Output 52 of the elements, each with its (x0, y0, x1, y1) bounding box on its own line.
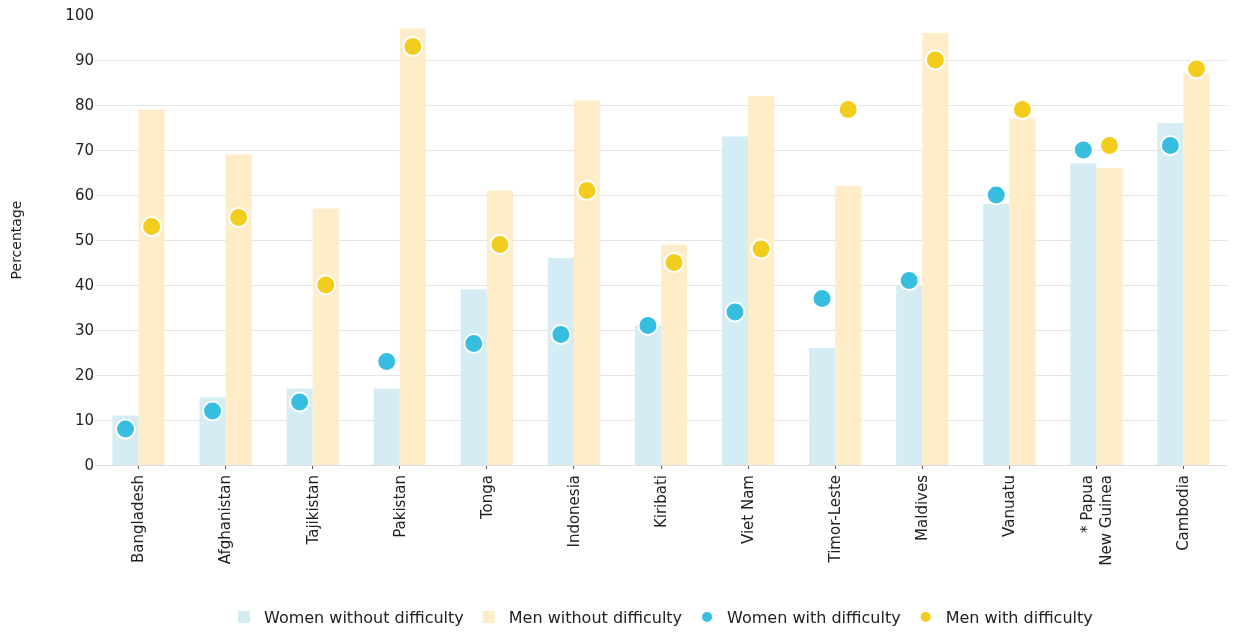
bar (835, 186, 862, 465)
legend-label: Women with difficulty (727, 608, 901, 628)
bar (573, 100, 601, 465)
x-tick-label: Tajikistan (303, 475, 322, 546)
bar (983, 204, 1010, 465)
y-tick-label: 80 (74, 96, 94, 115)
bar (896, 285, 923, 465)
y-tick-label: 70 (74, 141, 94, 160)
y-tick-label: 90 (74, 51, 94, 70)
bar (138, 109, 165, 465)
bar (1070, 163, 1097, 465)
bar (1009, 118, 1036, 465)
bar (486, 190, 513, 465)
bar (748, 96, 775, 465)
x-tick-label: Afghanistan (216, 475, 235, 565)
y-axis-title: Percentage (7, 200, 24, 280)
y-tick-label: 30 (74, 321, 94, 340)
bar (809, 348, 836, 465)
legend-label: Men with difficulty (945, 608, 1093, 628)
x-tick-label: Viet Nam (738, 475, 757, 545)
bar (721, 136, 749, 465)
bar (225, 154, 252, 465)
legend-label: Women without difficulty (264, 608, 464, 628)
y-tick-label: 60 (74, 186, 94, 205)
bar (1096, 168, 1123, 465)
x-tick-label: Kiribati (651, 475, 670, 529)
bar (922, 33, 949, 465)
x-tick-label: Timor-Leste (826, 475, 845, 564)
x-tick-label: Cambodia (1174, 475, 1193, 551)
y-tick-label: 0 (84, 456, 94, 475)
y-tick-label: 100 (65, 6, 94, 25)
y-tick-label: 10 (74, 411, 94, 430)
x-tick-label: Vanuatu (1000, 475, 1019, 537)
y-tick-label: 50 (74, 231, 94, 250)
bar (661, 244, 688, 465)
bar (373, 388, 400, 465)
x-tick-label: Maldives (913, 474, 932, 541)
bar (1183, 73, 1210, 465)
x-tick-label: Bangladesh (129, 475, 148, 563)
x-tick-label: Indonesia (564, 475, 583, 548)
y-tick-label: 40 (74, 276, 94, 295)
bar (399, 28, 426, 465)
bar (547, 258, 574, 465)
legend-label: Men without difficulty (508, 608, 683, 628)
x-tick-label: * Papua New Guinea (1077, 475, 1116, 566)
bar (634, 325, 661, 465)
bar (460, 289, 487, 465)
bar (312, 208, 339, 465)
y-tick-label: 20 (74, 366, 94, 385)
bar (1157, 123, 1184, 465)
x-tick-label: Tonga (477, 475, 496, 521)
x-tick-label: Pakistan (390, 475, 409, 538)
